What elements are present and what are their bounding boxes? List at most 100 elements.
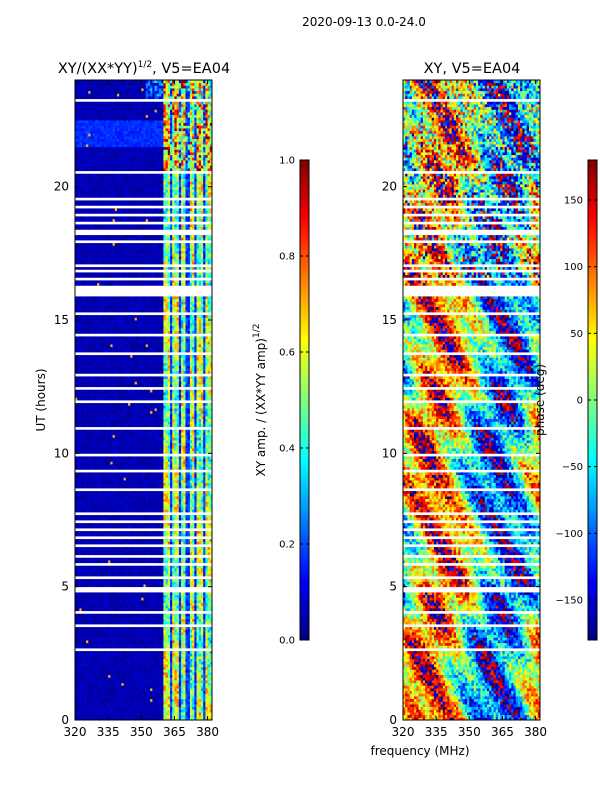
heatmap-cell	[161, 704, 164, 708]
heatmap-cell	[125, 717, 129, 721]
heatmap-cell	[112, 573, 116, 577]
heatmap-cell	[158, 650, 162, 654]
heatmap-cell	[88, 592, 91, 596]
heatmap-cell	[181, 674, 184, 678]
heatmap-cell	[83, 677, 87, 681]
heatmap-cell	[194, 629, 197, 633]
heatmap-cell	[198, 656, 202, 660]
heatmap-cell	[172, 717, 175, 721]
heatmap-cell	[75, 645, 78, 649]
heatmap-cell	[187, 669, 191, 673]
heatmap-cell	[183, 685, 186, 689]
heatmap-cell	[90, 717, 94, 721]
heatmap-cell	[123, 712, 127, 716]
heatmap-cell	[145, 581, 149, 585]
heatmap-cell	[125, 690, 129, 694]
heatmap-cell	[94, 664, 98, 668]
heatmap-cell	[81, 674, 85, 678]
heatmap-cell	[192, 653, 195, 657]
heatmap-cell	[156, 717, 160, 721]
heatmap-cell	[167, 704, 171, 708]
heatmap-cell	[165, 714, 169, 718]
heatmap-cell	[121, 584, 125, 588]
heatmap-cell	[101, 573, 105, 577]
heatmap-cell	[147, 581, 151, 585]
heatmap-cell	[114, 578, 118, 582]
heatmap-cell	[108, 696, 111, 700]
heatmap-cell	[209, 672, 213, 676]
heatmap-cell	[141, 674, 144, 678]
heatmap-cell	[145, 704, 149, 708]
heatmap-cell	[112, 653, 116, 657]
heatmap-cell	[116, 568, 120, 572]
heatmap-cell	[119, 682, 122, 686]
heatmap-cell	[181, 640, 184, 644]
heatmap-cell	[165, 616, 169, 620]
heatmap-cell	[141, 570, 144, 574]
heatmap-cell	[86, 584, 89, 588]
heatmap-cell	[134, 672, 138, 676]
heatmap-cell	[198, 613, 202, 617]
flagged-gap-row	[75, 528, 213, 532]
heatmap-cell	[81, 701, 85, 705]
heatmap-cell	[156, 698, 160, 702]
heatmap-cell	[196, 642, 200, 646]
heatmap-cell	[165, 717, 169, 721]
heatmap-cell	[176, 672, 180, 676]
heatmap-cell	[192, 613, 195, 617]
heatmap-cell	[203, 701, 206, 705]
heatmap-cell	[158, 666, 162, 670]
heatmap-cell	[139, 680, 142, 684]
heatmap-cell	[152, 680, 155, 684]
heatmap-cell	[178, 629, 182, 633]
heatmap-cell	[205, 682, 208, 686]
heatmap-cell	[79, 672, 83, 676]
heatmap-cell	[203, 658, 206, 662]
heatmap-cell	[128, 658, 131, 662]
heatmap-cell	[141, 629, 144, 633]
heatmap-cell	[108, 661, 111, 665]
heatmap-cell	[103, 642, 107, 646]
heatmap-cell	[108, 640, 111, 644]
heatmap-cell	[99, 616, 102, 620]
heatmap-cell	[207, 690, 211, 694]
heatmap-cell	[121, 677, 125, 681]
heatmap-cell	[86, 608, 89, 612]
heatmap-cell	[134, 709, 138, 713]
heatmap-cell	[196, 632, 200, 636]
heatmap-cell	[167, 698, 171, 702]
heatmap-cell	[92, 618, 96, 622]
heatmap-cell	[119, 640, 122, 644]
heatmap-cell	[172, 656, 175, 660]
heatmap-cell	[161, 653, 164, 657]
heatmap-cell	[88, 693, 91, 697]
heatmap-cell	[88, 706, 91, 710]
heatmap-cell	[172, 597, 175, 601]
heatmap-cell	[154, 664, 158, 668]
heatmap-cell	[183, 693, 186, 697]
heatmap-cell	[163, 645, 166, 649]
heatmap-cell	[105, 709, 109, 713]
heatmap-cell	[121, 685, 125, 689]
heatmap-cell	[183, 656, 186, 660]
heatmap-cell	[136, 650, 140, 654]
heatmap-cell	[116, 560, 120, 564]
heatmap-cell	[86, 693, 89, 697]
heatmap-cell	[147, 629, 151, 633]
heatmap-cell	[77, 674, 80, 678]
heatmap-cell	[207, 581, 211, 585]
heatmap-cell	[189, 560, 193, 564]
heatmap-cell	[178, 632, 182, 636]
heatmap-cell	[152, 682, 155, 686]
heatmap-cell	[185, 656, 189, 660]
heatmap-cell	[83, 680, 87, 684]
heatmap-cell	[158, 709, 162, 713]
heatmap-cell	[209, 584, 213, 588]
heatmap-cell	[105, 618, 109, 622]
heatmap-cell	[112, 685, 116, 689]
heatmap-cell	[170, 645, 173, 649]
heatmap-cell	[181, 581, 184, 585]
heatmap-cell	[200, 701, 204, 705]
heatmap-cell	[178, 616, 182, 620]
heatmap-cell	[130, 568, 133, 572]
